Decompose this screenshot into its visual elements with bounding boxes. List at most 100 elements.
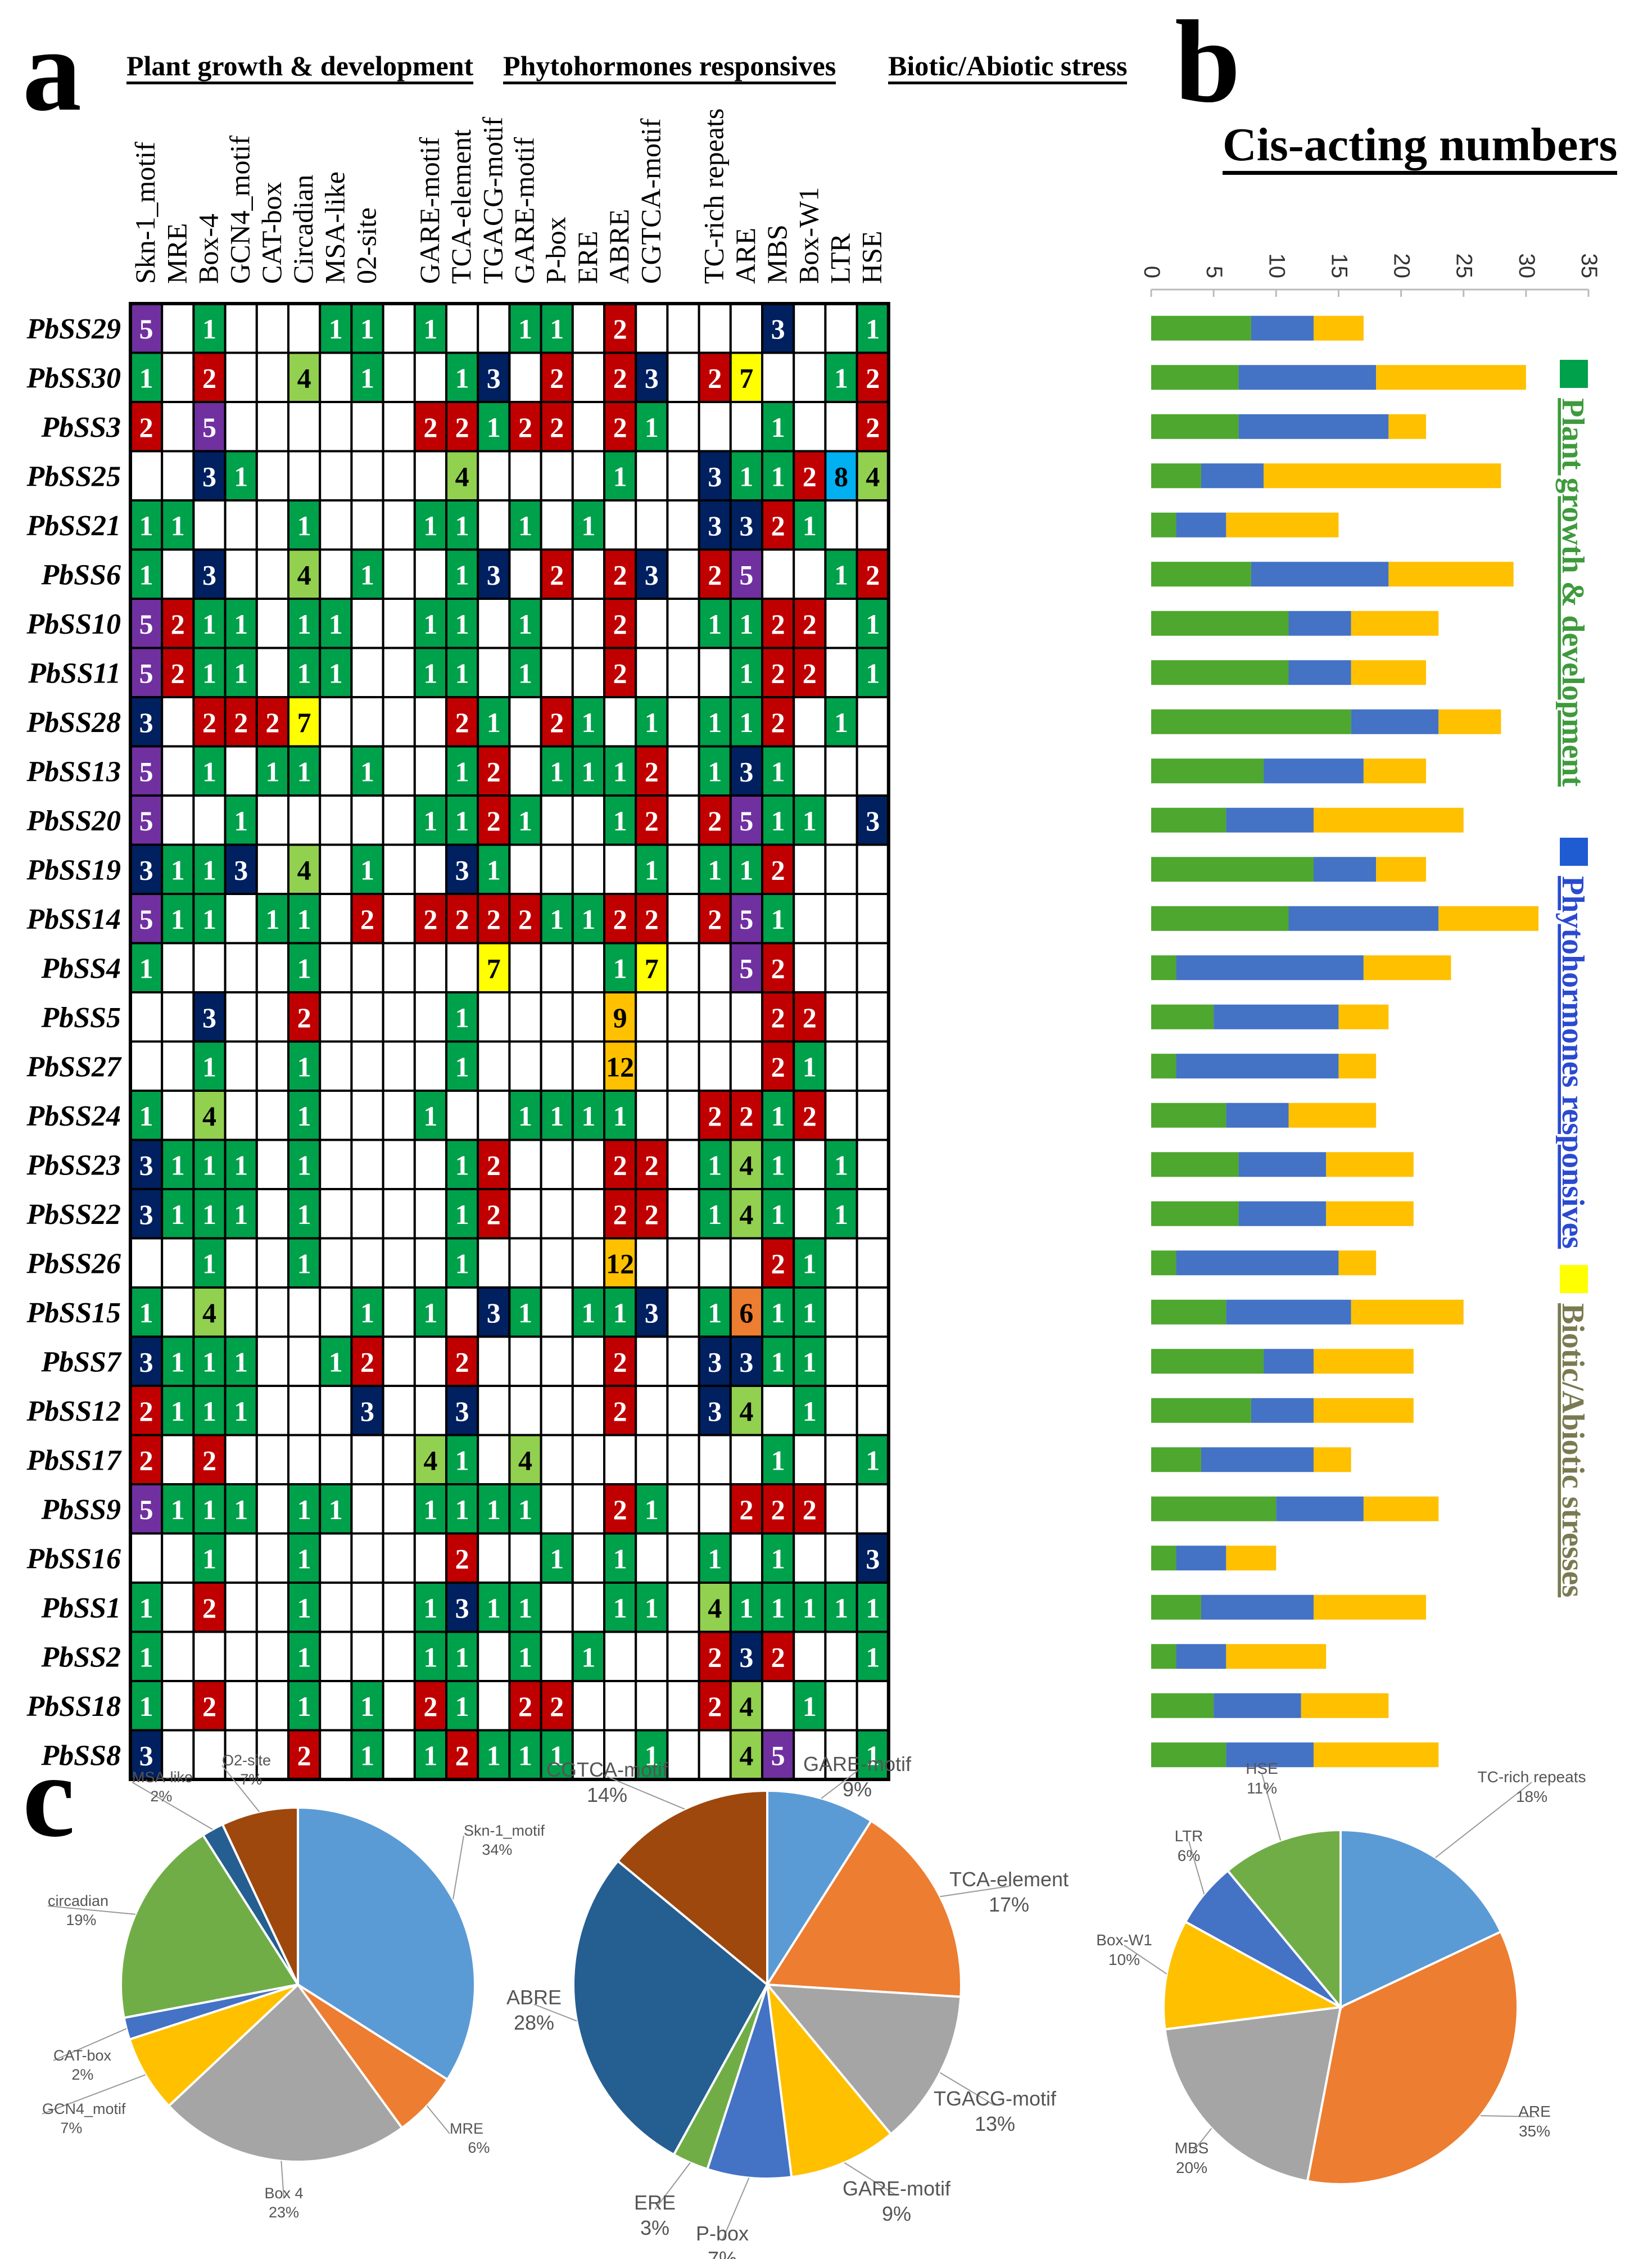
- heatmap-cell: [571, 401, 605, 453]
- heatmap-cell-value: 1: [329, 657, 343, 689]
- heatmap-cell: [255, 351, 289, 403]
- row-label: PbSS27: [26, 1051, 122, 1083]
- heatmap-cell: [824, 991, 858, 1043]
- heatmap-cell: [540, 942, 574, 993]
- heatmap-cell: [603, 1040, 637, 1092]
- heatmap-cell: [382, 696, 416, 748]
- heatmap-cell-value: 1: [518, 805, 532, 837]
- heatmap-cell: [824, 1237, 858, 1289]
- heatmap-cell: [824, 450, 858, 502]
- bar-PbSS24-2: [1288, 1103, 1377, 1128]
- pie-slice-label: Box 4: [264, 2185, 303, 2202]
- heatmap-cell-value: 3: [645, 1297, 659, 1329]
- heatmap-cell-value: 1: [455, 362, 469, 394]
- legend-swatch: [1560, 838, 1588, 866]
- heatmap-cell: [666, 1040, 700, 1092]
- heatmap-cell: [350, 647, 384, 698]
- heatmap-cell: [793, 1138, 827, 1190]
- heatmap-cell: [129, 1532, 164, 1584]
- heatmap-cell: [571, 843, 605, 895]
- bar-PbSS16-1: [1176, 1546, 1226, 1571]
- heatmap-cell-value: 1: [613, 460, 627, 492]
- heatmap-cell: [856, 1582, 890, 1633]
- heatmap-cell: [255, 1532, 289, 1584]
- heatmap-cell: [192, 1630, 227, 1682]
- heatmap-cell: [603, 843, 637, 895]
- heatmap-cell: [350, 942, 384, 993]
- heatmap-cell-value: 2: [613, 657, 627, 689]
- heatmap-cell-value: 2: [171, 608, 185, 640]
- heatmap-cell: [477, 1532, 511, 1584]
- pie-leader-line: [939, 2072, 995, 2106]
- heatmap-cell: [571, 499, 605, 551]
- heatmap-cell: [319, 893, 353, 945]
- heatmap-cell: [255, 401, 289, 453]
- legend-swatch: [1560, 360, 1588, 388]
- heatmap-cell: [508, 942, 542, 993]
- heatmap-cell: [350, 1729, 384, 1781]
- heatmap-cell-value: 3: [708, 460, 722, 492]
- heatmap-cell-value: 1: [171, 510, 185, 541]
- heatmap-cell: [350, 1385, 384, 1436]
- heatmap-cell: [666, 991, 700, 1043]
- heatmap-cell: [571, 794, 605, 846]
- heatmap-cell: [224, 893, 258, 945]
- heatmap-cell: [319, 991, 353, 1043]
- heatmap-cell: [350, 1582, 384, 1633]
- heatmap-cell: [540, 1630, 574, 1682]
- heatmap-cell: [508, 450, 542, 502]
- heatmap-cell: [350, 1630, 384, 1682]
- heatmap-cell-value: 1: [487, 412, 501, 443]
- heatmap-cell: [793, 1434, 827, 1485]
- heatmap-cell: [540, 1532, 574, 1584]
- pie-slice-label: TC-rich repeats: [1478, 1768, 1586, 1786]
- heatmap-cell: [129, 991, 164, 1043]
- heatmap-cell: [761, 1385, 795, 1436]
- row-label: PbSS25: [26, 460, 121, 493]
- heatmap-cell: [824, 1532, 858, 1584]
- heatmap-cell-value: 1: [834, 362, 848, 394]
- bar-PbSS27-1: [1176, 1054, 1339, 1079]
- heatmap-cell-value: 1: [613, 805, 627, 837]
- row-label: PbSS4: [40, 952, 121, 984]
- heatmap-cell: [224, 1582, 258, 1633]
- heatmap-cell: [287, 1630, 322, 1682]
- heatmap-cell: [856, 843, 890, 895]
- heatmap-cell: [729, 302, 764, 354]
- heatmap-cell: [603, 1090, 637, 1141]
- heatmap-cell-value: 1: [487, 854, 501, 885]
- heatmap-cell-value: 1: [202, 854, 216, 885]
- heatmap-cell-value: 1: [171, 1494, 185, 1525]
- pie-2-slice-4: [1184, 1869, 1342, 2008]
- row-label: PbSS22: [26, 1199, 121, 1231]
- heatmap-cell: [192, 1286, 227, 1338]
- heatmap-cell-value: 1: [771, 1100, 785, 1132]
- heatmap-cell: [698, 696, 732, 748]
- heatmap-cell-value: 4: [708, 1592, 722, 1624]
- pie-slice-pct: 28%: [514, 2011, 554, 2034]
- heatmap-cell-value: 1: [297, 1543, 311, 1574]
- heatmap-cell-value: 1: [518, 1592, 532, 1624]
- pie-leader-line: [821, 1770, 858, 1799]
- heatmap-cell: [698, 302, 732, 354]
- heatmap-cell-value: 2: [455, 707, 469, 738]
- pie-slice-label: MSA-like: [132, 1769, 193, 1786]
- heatmap-cell: [445, 1188, 479, 1240]
- pie-slice-pct: 6%: [1178, 1847, 1200, 1864]
- heatmap-cell: [319, 1582, 353, 1633]
- heatmap-cell-value: 4: [202, 1100, 216, 1132]
- legend-swatch: [1560, 1265, 1588, 1293]
- heatmap-cell: [255, 548, 289, 600]
- heatmap-cell: [666, 1582, 700, 1633]
- heatmap-cell: [761, 647, 795, 698]
- bar-PbSS20-2: [1313, 807, 1464, 833]
- heatmap-cell: [319, 401, 353, 453]
- heatmap-cell-value: 4: [739, 1691, 753, 1722]
- pie-slice-label: circadian: [48, 1892, 108, 1909]
- heatmap-cell: [761, 450, 795, 502]
- heatmap-cell-value: 2: [771, 1494, 785, 1525]
- heatmap-cell: [856, 1040, 890, 1092]
- heatmap-cell: [571, 1483, 605, 1535]
- heatmap-cell-value: 2: [550, 412, 564, 443]
- heatmap-cell-value: 1: [234, 1346, 248, 1377]
